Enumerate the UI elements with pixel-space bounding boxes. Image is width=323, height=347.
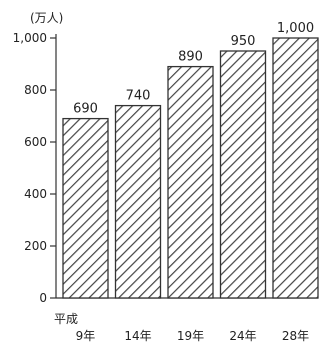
y-tick-label: 200 <box>24 239 47 253</box>
bar-value-label: 950 <box>231 34 256 49</box>
y-unit-label: (万人) <box>30 11 63 25</box>
y-tick-label: 400 <box>24 187 47 201</box>
x-labels: 9年 14年 19年 24年 28年 <box>76 329 309 343</box>
era-label: 平成 <box>54 312 78 326</box>
bar-value-label: 740 <box>126 89 151 104</box>
bar-value-label: 690 <box>73 102 98 117</box>
bar <box>167 65 214 299</box>
x-category-label: 14年 <box>124 329 151 343</box>
y-tick-label: 1,000 <box>13 31 47 45</box>
bar <box>114 104 162 299</box>
y-tick-label: 0 <box>39 291 47 305</box>
bar <box>219 50 267 299</box>
bar <box>62 117 109 299</box>
data-labels: 690 740 890 950 1,000 <box>73 21 314 117</box>
y-tick-label: 600 <box>24 135 47 149</box>
bar-value-label: 890 <box>178 50 203 65</box>
x-category-label: 9年 <box>76 329 96 343</box>
bars <box>62 37 319 299</box>
bar <box>272 37 319 299</box>
x-category-label: 28年 <box>282 329 309 343</box>
bar-value-label: 1,000 <box>277 21 314 36</box>
x-category-label: 24年 <box>229 329 256 343</box>
x-category-label: 19年 <box>177 329 204 343</box>
y-tick-label: 800 <box>24 83 47 97</box>
y-ticks: 0 200 400 600 800 1,000 <box>13 31 56 305</box>
